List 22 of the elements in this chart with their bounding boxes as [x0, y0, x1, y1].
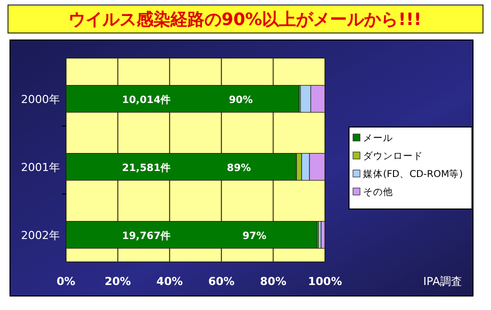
- chart-title: ウイルス感染経路の90%以上がメールから!!!: [68, 10, 422, 30]
- annotation: 21,581件: [122, 162, 171, 174]
- x-tick-label: 40%: [156, 275, 183, 288]
- x-tick-label: 80%: [260, 275, 286, 288]
- title: ウイルス感染経路の90%以上がメールから!!!: [8, 4, 484, 34]
- data-label: 97%: [242, 230, 266, 242]
- legend-label: 媒体(FD、CD-ROM等): [363, 168, 463, 180]
- y-tick-label: 2000年: [21, 92, 60, 106]
- y-tick-label: 2002年: [21, 228, 60, 242]
- y-tick-label: 2001年: [21, 160, 60, 174]
- legend-label: ダウンロード: [363, 150, 423, 162]
- x-tick-label: 100%: [308, 275, 342, 288]
- legend-label: その他: [363, 186, 393, 198]
- x-tick-label: 20%: [104, 275, 131, 288]
- data-label: 89%: [226, 162, 251, 174]
- data-label: 90%: [228, 94, 253, 106]
- annotation: 10,014件: [122, 94, 171, 106]
- x-tick-label: 60%: [208, 275, 235, 288]
- x-tick-label: 0%: [56, 275, 76, 288]
- legend-label: メール: [363, 133, 393, 144]
- text: IPA調査: [423, 275, 462, 288]
- annotation: 19,767件: [122, 230, 171, 242]
